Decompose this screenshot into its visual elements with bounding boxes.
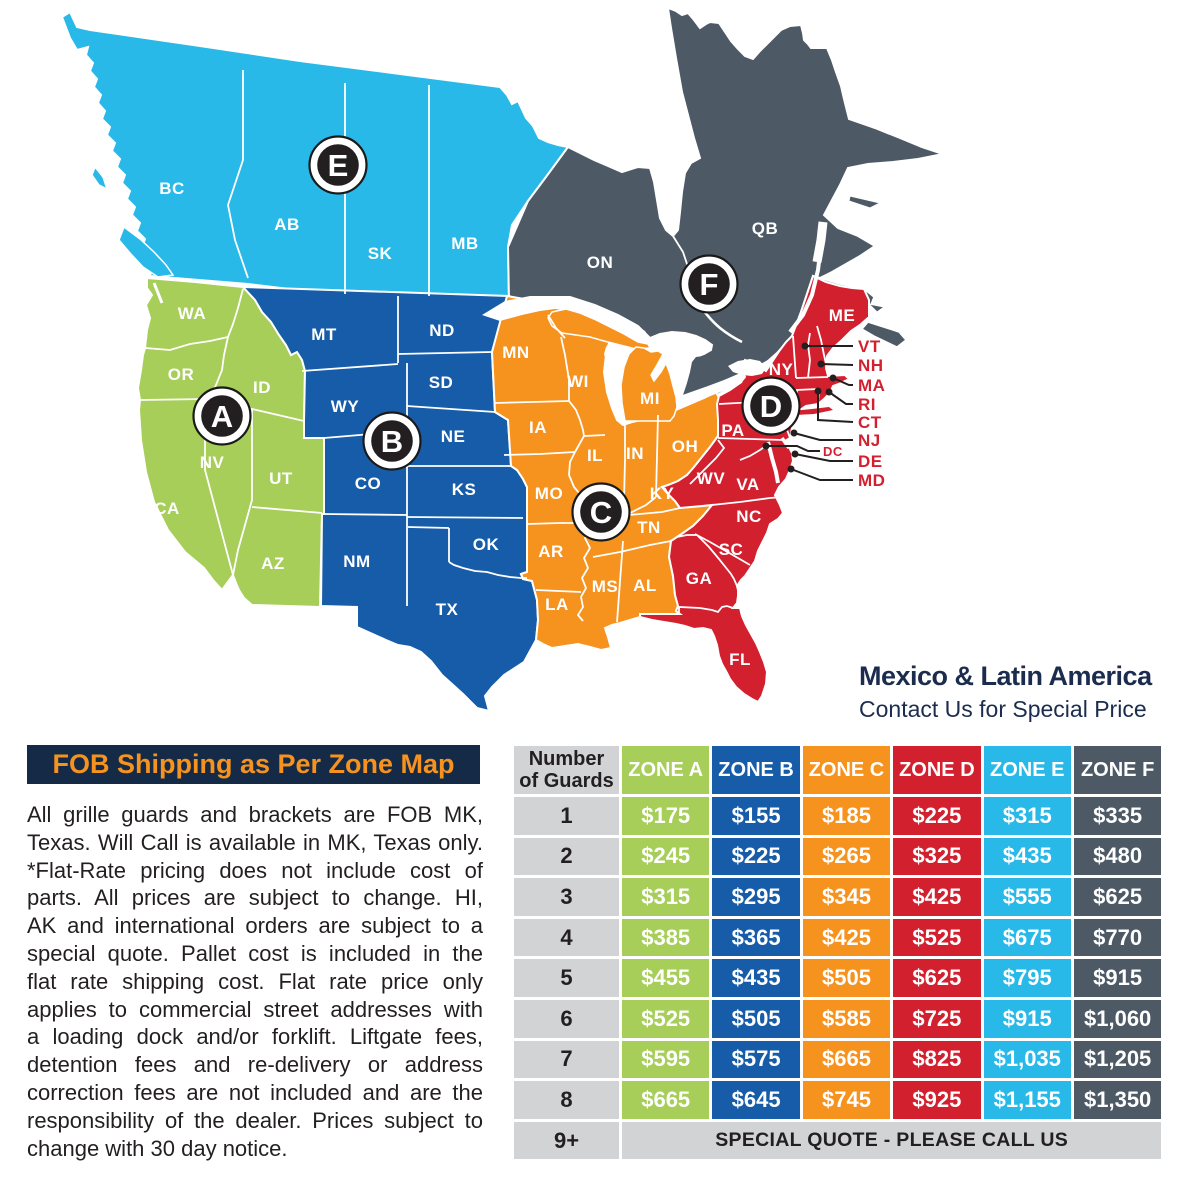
svg-text:TN: TN (637, 518, 661, 537)
svg-text:IN: IN (626, 444, 644, 463)
svg-text:NH: NH (858, 356, 884, 375)
svg-text:ON: ON (587, 253, 614, 272)
svg-text:F: F (700, 267, 719, 302)
svg-text:IL: IL (587, 446, 603, 465)
svg-text:DE: DE (858, 452, 883, 471)
svg-text:QB: QB (752, 219, 779, 238)
svg-text:BC: BC (159, 179, 185, 198)
svg-text:KY: KY (650, 484, 675, 503)
svg-text:MN: MN (502, 343, 529, 362)
svg-text:MA: MA (858, 376, 885, 395)
svg-text:OH: OH (672, 437, 699, 456)
svg-text:ID: ID (253, 378, 271, 397)
svg-text:CT: CT (858, 413, 882, 432)
svg-text:B: B (381, 424, 403, 459)
svg-text:E: E (328, 148, 349, 183)
svg-text:UT: UT (269, 469, 293, 488)
svg-text:NM: NM (343, 552, 370, 571)
svg-text:AR: AR (538, 542, 564, 561)
svg-text:GA: GA (686, 569, 713, 588)
svg-text:MB: MB (451, 234, 478, 253)
svg-text:C: C (590, 495, 612, 530)
svg-text:NV: NV (200, 453, 225, 472)
svg-text:TX: TX (436, 600, 459, 619)
svg-text:PA: PA (721, 421, 744, 440)
svg-text:MI: MI (640, 389, 660, 408)
svg-text:AZ: AZ (261, 554, 285, 573)
svg-text:WY: WY (331, 397, 360, 416)
svg-text:DC: DC (823, 444, 843, 459)
svg-text:NE: NE (441, 427, 466, 446)
svg-text:MO: MO (535, 484, 563, 503)
svg-text:NC: NC (736, 507, 762, 526)
svg-text:NY: NY (769, 360, 794, 379)
svg-text:AB: AB (274, 215, 300, 234)
svg-text:D: D (760, 389, 782, 424)
svg-text:MD: MD (858, 471, 885, 490)
svg-text:IA: IA (529, 418, 547, 437)
svg-text:WV: WV (697, 469, 726, 488)
svg-text:MT: MT (311, 325, 337, 344)
svg-text:SK: SK (368, 244, 393, 263)
svg-text:CA: CA (154, 499, 180, 518)
svg-text:SC: SC (719, 540, 744, 559)
svg-text:OR: OR (168, 365, 195, 384)
svg-text:WI: WI (567, 372, 589, 391)
svg-text:NJ: NJ (858, 431, 881, 450)
svg-text:FL: FL (729, 650, 751, 669)
svg-text:LA: LA (545, 595, 569, 614)
svg-text:SD: SD (429, 373, 454, 392)
svg-text:ND: ND (429, 321, 455, 340)
svg-text:VT: VT (858, 337, 881, 356)
svg-text:KS: KS (452, 480, 477, 499)
svg-text:VA: VA (736, 475, 759, 494)
svg-text:AL: AL (633, 576, 657, 595)
svg-text:A: A (211, 399, 233, 434)
svg-text:OK: OK (473, 535, 500, 554)
svg-text:MS: MS (592, 577, 619, 596)
svg-text:RI: RI (858, 395, 876, 414)
svg-text:CO: CO (355, 474, 382, 493)
svg-text:ME: ME (829, 306, 856, 325)
svg-text:WA: WA (178, 304, 206, 323)
